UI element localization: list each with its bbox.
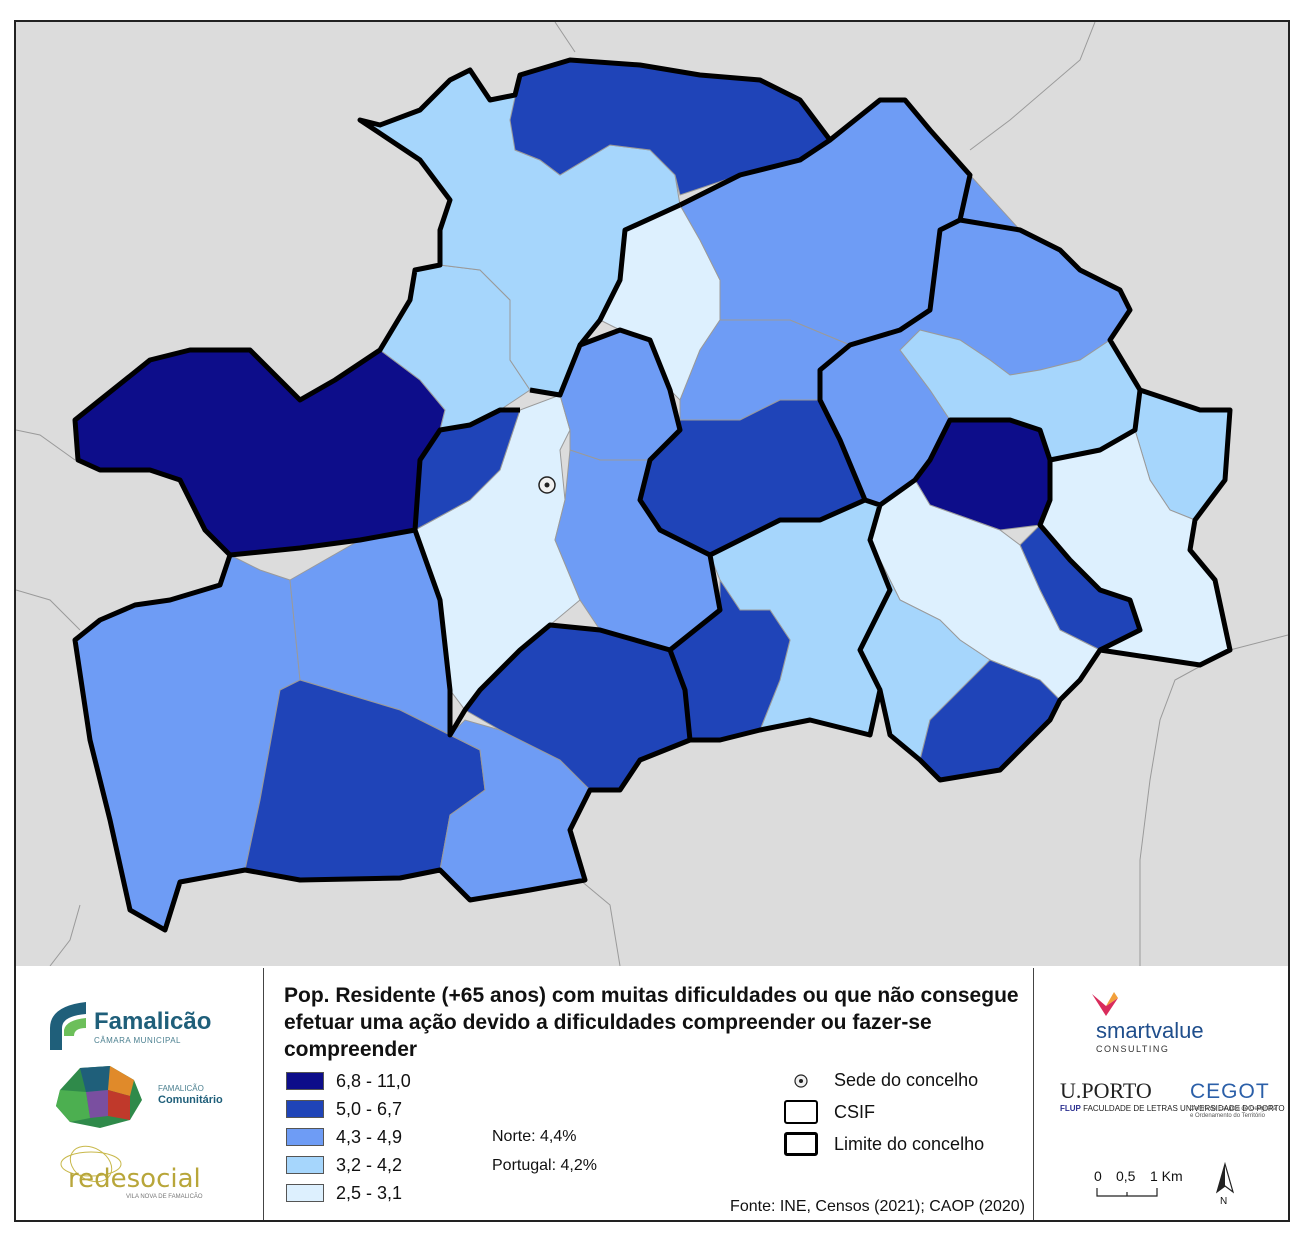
flup-full: FACULDADE DE LETRAS UNIVERSIDADE DO PORT… <box>1083 1104 1285 1113</box>
map-canvas[interactable] <box>16 22 1288 966</box>
famalicao-comunitario-map-icon <box>56 1066 142 1128</box>
csif-label: CSIF <box>834 1101 876 1122</box>
comunitario-top-text: FAMALICÃO <box>158 1084 204 1093</box>
map-frame <box>14 20 1290 1222</box>
famalicao-logo-icon <box>50 1002 86 1050</box>
redesocial-logo-text: redesocial <box>68 1164 201 1194</box>
smartvalue-text: smartvalue <box>1096 1018 1204 1043</box>
legend-swatch <box>286 1100 324 1118</box>
legend-class-5: 2,5 - 3,1 <box>286 1182 402 1204</box>
legend-seat-row: Sede do concelho <box>784 1070 978 1091</box>
legend-class-label: 6,8 - 11,0 <box>336 1070 411 1091</box>
uporto-text: U.PORTO <box>1060 1078 1152 1103</box>
source-text: Fonte: INE, Censos (2021); CAOP (2020) <box>730 1198 1025 1215</box>
flup-abbrev: FLUP <box>1060 1104 1081 1113</box>
legend-swatch <box>286 1128 324 1146</box>
flup-text: FLUP FACULDADE DE LETRAS UNIVERSIDADE DO… <box>1060 1104 1285 1113</box>
legend-class-1: 6,8 - 11,0 <box>286 1070 411 1092</box>
legend-class-4: 3,2 - 4,2 <box>286 1154 402 1176</box>
cegot-subtext: Centro de Estudos de Geografia e Ordenam… <box>1190 1106 1277 1119</box>
legend-class-label: 4,3 - 4,9 <box>336 1126 403 1147</box>
comunitario-text: Comunitário <box>158 1094 223 1106</box>
legend-swatch <box>286 1156 324 1174</box>
csif-boundaries <box>72 57 1233 933</box>
logos-panel: Famalicão CÂMARA MUNICIPAL FAMALICÃO Com… <box>16 968 264 1220</box>
legend-csif-row: CSIF <box>784 1100 875 1124</box>
scale-one: 1 Km <box>1150 1168 1183 1184</box>
map-title: Pop. Residente (+65 anos) com muitas dif… <box>284 984 1019 1061</box>
scale-bar <box>1096 1188 1158 1197</box>
redesocial-subtext: VILA NOVA DE FAMALICÃO <box>126 1194 203 1200</box>
famalicao-logo-text: Famalicão <box>94 1008 212 1035</box>
consulting-text: CONSULTING <box>1096 1044 1170 1054</box>
north-arrow-icon <box>1215 1162 1235 1194</box>
legend-swatch <box>286 1072 324 1090</box>
limit-label: Limite do concelho <box>834 1133 985 1154</box>
scale-zero: 0 <box>1094 1168 1102 1184</box>
seat-symbol-icon <box>784 1073 818 1089</box>
csif-symbol <box>784 1100 818 1124</box>
county-seat-marker[interactable] <box>538 476 556 494</box>
scale-half: 0,5 <box>1116 1168 1136 1184</box>
portugal-reference: Portugal: 4,2% <box>492 1157 597 1174</box>
smartvalue-logo-icon <box>1092 992 1118 1016</box>
legend-class-2: 5,0 - 6,7 <box>286 1098 402 1120</box>
legend-class-3: 4,3 - 4,9 <box>286 1126 402 1148</box>
norte-reference: Norte: 4,4% <box>492 1128 577 1145</box>
limit-symbol <box>784 1132 818 1156</box>
north-label: N <box>1220 1196 1228 1207</box>
cegot-text: CEGOT <box>1190 1080 1270 1103</box>
legend-class-label: 3,2 - 4,2 <box>336 1154 403 1175</box>
legend-class-label: 5,0 - 6,7 <box>336 1098 403 1119</box>
camara-municipal-text: CÂMARA MUNICIPAL <box>94 1036 181 1045</box>
legend-class-label: 2,5 - 3,1 <box>336 1182 403 1203</box>
parishes <box>74 59 1231 931</box>
redesocial-swirl-icon <box>60 1145 122 1183</box>
legend-swatch <box>286 1184 324 1202</box>
partners-panel: smartvalue CONSULTING U.PORTO FLUP FACUL… <box>1034 968 1288 1220</box>
legend-limit-row: Limite do concelho <box>784 1132 984 1156</box>
seat-label: Sede do concelho <box>834 1070 979 1090</box>
legend-main: Pop. Residente (+65 anos) com muitas dif… <box>264 968 1034 1220</box>
